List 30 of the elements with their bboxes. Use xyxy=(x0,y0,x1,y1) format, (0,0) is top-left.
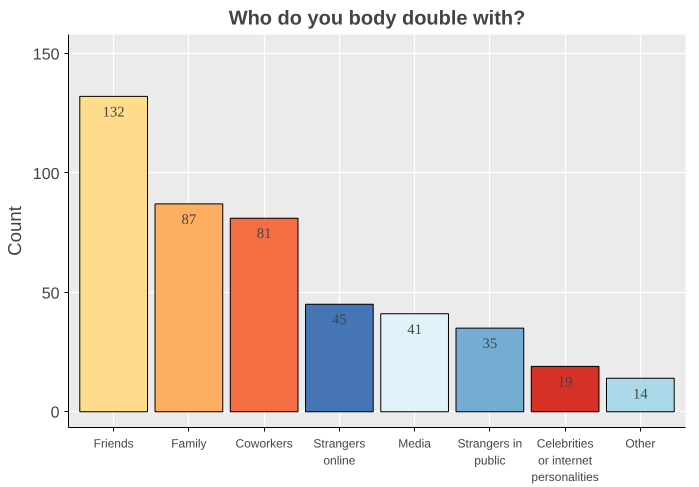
data-label: 45 xyxy=(332,312,347,328)
x-tick-label: Coworkers xyxy=(235,436,293,450)
y-tick-label: 150 xyxy=(32,46,60,64)
x-tick-label: Other xyxy=(625,436,656,450)
data-label: 87 xyxy=(182,212,196,228)
x-tick-label: Strangers online xyxy=(313,436,366,468)
x-tick-label: Strangers in public xyxy=(458,436,522,468)
y-axis-title: Count xyxy=(4,205,25,256)
y-tick-label: 50 xyxy=(42,285,60,302)
bar xyxy=(380,313,449,412)
data-label: 14 xyxy=(633,386,648,402)
bar xyxy=(305,304,374,412)
y-tick-label: 100 xyxy=(32,166,60,183)
bar xyxy=(456,328,524,412)
data-label: 19 xyxy=(558,374,572,390)
bar xyxy=(230,218,298,412)
bar xyxy=(154,203,224,412)
bar xyxy=(79,96,148,412)
x-tick-label: Celebrities or internet personalities xyxy=(531,436,599,484)
data-label: 81 xyxy=(256,226,272,242)
bar xyxy=(606,378,675,412)
data-label: 41 xyxy=(407,322,422,338)
data-label: 132 xyxy=(102,104,125,120)
x-tick-label: Media xyxy=(398,436,432,450)
y-tick-label: 0 xyxy=(50,404,60,422)
x-tick-label: Friends xyxy=(94,436,134,450)
bar xyxy=(530,366,600,412)
x-tick-label: Family xyxy=(171,436,207,450)
data-label: 35 xyxy=(482,336,498,352)
chart-title: Who do you body double with? xyxy=(228,8,526,30)
